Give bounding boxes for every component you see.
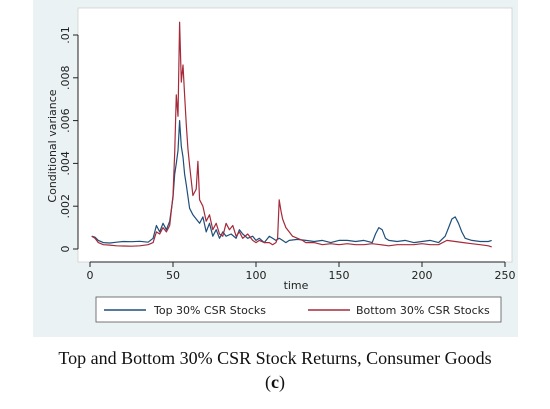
plot-region xyxy=(77,7,513,263)
x-tick-label: 250 xyxy=(495,269,516,282)
figure-subcaption: (c) xyxy=(0,372,550,393)
y-tick-label: .008 xyxy=(59,66,72,91)
subcaption-close-paren: ) xyxy=(279,372,285,392)
series-line-bottom-30 xyxy=(91,21,492,248)
x-tick-label: 100 xyxy=(246,269,267,282)
subcaption-letter: c xyxy=(271,372,279,392)
x-tick-label: 50 xyxy=(166,269,180,282)
chart: 0 50 100 150 200 250 0 .002 .004 .006 .008 .01 tim… xyxy=(46,7,516,323)
plot-area xyxy=(77,7,513,263)
x-tick-label: 0 xyxy=(87,269,94,282)
y-tick-label: .004 xyxy=(59,151,72,176)
subcaption-open-paren: ( xyxy=(265,372,271,392)
figure-caption: Top and Bottom 30% CSR Stock Returns, Co… xyxy=(58,348,492,368)
series-layer xyxy=(91,21,492,248)
y-tick-label: .01 xyxy=(59,26,72,44)
y-tick-label: .002 xyxy=(59,194,72,219)
x-tick-label: 150 xyxy=(329,269,350,282)
y-tick-label: .006 xyxy=(59,108,72,133)
legend-box xyxy=(95,296,502,323)
x-axis: 0 50 100 150 200 250 xyxy=(87,261,516,282)
legend: Top 30% CSR Stocks Bottom 30% CSR Stocks xyxy=(95,296,502,323)
y-axis: 0 .002 .004 .006 .008 .01 xyxy=(59,26,79,253)
y-axis-label: Conditional variance xyxy=(46,89,59,202)
series-line-top-30 xyxy=(91,119,492,244)
legend-label: Bottom 30% CSR Stocks xyxy=(356,304,490,317)
legend-label: Top 30% CSR Stocks xyxy=(153,304,266,317)
x-axis-label: time xyxy=(284,279,309,292)
y-tick-label: 0 xyxy=(59,246,72,253)
x-tick-label: 200 xyxy=(412,269,433,282)
